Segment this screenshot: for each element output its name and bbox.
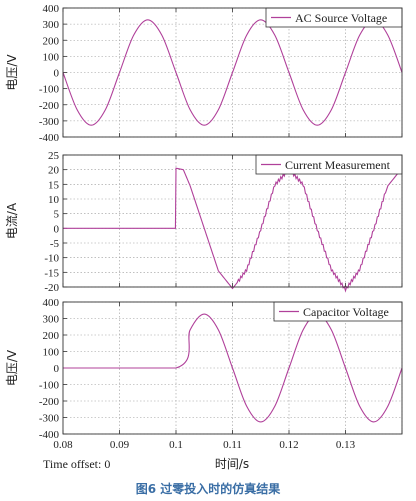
y-tick-label: 5 bbox=[54, 209, 60, 221]
y-tick-label: 100 bbox=[43, 51, 60, 63]
y-tick-label: -300 bbox=[39, 116, 60, 128]
x-tick-label: 0.08 bbox=[53, 439, 73, 451]
y-tick-label: -200 bbox=[39, 100, 60, 112]
y-tick-label: -400 bbox=[39, 429, 60, 441]
y-tick-label: -200 bbox=[39, 396, 60, 408]
y-axis-label: 电压/V bbox=[5, 349, 19, 386]
series-line-capacitor-voltage bbox=[63, 313, 403, 423]
y-tick-label: 15 bbox=[48, 179, 60, 191]
series-line-current bbox=[63, 167, 403, 293]
y-tick-label: -100 bbox=[39, 380, 60, 392]
y-axis-label: 电压/V bbox=[5, 54, 19, 91]
legend-label: Capacitor Voltage bbox=[303, 305, 389, 319]
y-tick-label: 200 bbox=[43, 35, 60, 47]
plot-frame bbox=[62, 7, 403, 138]
y-tick-label: 0 bbox=[54, 363, 60, 375]
y-tick-label: -300 bbox=[39, 413, 60, 425]
series-line-source-voltage bbox=[62, 19, 403, 126]
legend-label: AC Source Voltage bbox=[295, 11, 387, 25]
y-tick-label: 400 bbox=[43, 3, 60, 15]
time-offset-label: Time offset: 0 bbox=[43, 457, 110, 471]
y-tick-label: 10 bbox=[48, 194, 60, 206]
y-tick-label: 20 bbox=[48, 165, 60, 177]
y-tick-label: -100 bbox=[39, 84, 60, 96]
y-tick-label: -15 bbox=[44, 267, 59, 279]
y-tick-label: 200 bbox=[43, 330, 60, 342]
panel-1: 400 300 200 100 0 -100 -200 -300 -400 AC Source V… bbox=[5, 3, 403, 144]
y-tick-label: -400 bbox=[39, 132, 60, 144]
y-tick-label: -5 bbox=[50, 238, 60, 250]
y-tick-label: 300 bbox=[43, 19, 60, 31]
plot-frame bbox=[62, 301, 403, 435]
legend-label: Current Measurement bbox=[285, 158, 391, 172]
y-tick-label: 0 bbox=[54, 223, 60, 235]
x-tick-label: 0.13 bbox=[336, 439, 356, 451]
plot-frame bbox=[62, 154, 403, 288]
y-tick-label: 25 bbox=[48, 150, 60, 162]
y-tick-label: 0 bbox=[54, 68, 60, 80]
panel-3: 400 300 200 100 0 -100 -200 -300 -400 Capacitor V… bbox=[5, 297, 403, 441]
x-tick-label: 0.12 bbox=[279, 439, 298, 451]
panel-2: 25 20 15 10 5 0 -5 -10 -15 -20 Current Measurement… bbox=[5, 150, 403, 294]
y-tick-label: -10 bbox=[44, 253, 59, 265]
x-tick-label: 0.11 bbox=[223, 439, 242, 451]
figure-caption: 图6 过零投入时的仿真结果 bbox=[136, 481, 281, 496]
y-axis-label: 电流/A bbox=[5, 202, 19, 239]
y-tick-label: 100 bbox=[43, 347, 60, 359]
x-axis-label: 时间/s bbox=[215, 457, 249, 471]
y-tick-label: 400 bbox=[43, 297, 60, 309]
y-tick-label: 300 bbox=[43, 314, 60, 326]
x-tick-label: 0.1 bbox=[169, 439, 183, 451]
x-tick-label: 0.09 bbox=[110, 439, 130, 451]
y-tick-label: -20 bbox=[44, 282, 59, 294]
